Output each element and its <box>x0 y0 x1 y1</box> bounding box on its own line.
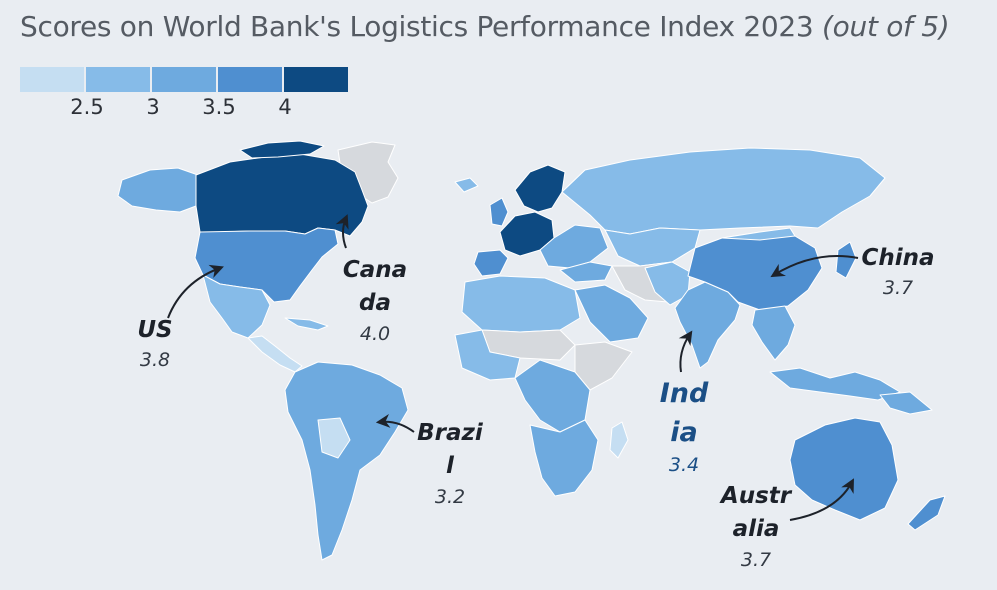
callout-canada-score: 4.0 <box>359 322 391 345</box>
region-new-zealand <box>907 495 946 531</box>
callout-australia-name-1: Austr <box>720 483 792 509</box>
arrow-canada <box>335 214 349 249</box>
region-uk <box>489 197 509 227</box>
region-central-asia <box>604 227 701 267</box>
color-legend: 2.5 3 3.5 4 <box>20 67 350 122</box>
callout-brazil-score: 3.2 <box>434 485 466 508</box>
callout-brazil: Brazi l 3.2 <box>416 417 484 508</box>
region-southeast-asia <box>751 305 796 361</box>
region-madagascar <box>609 421 629 459</box>
callout-china-score: 3.7 <box>882 277 914 300</box>
legend-tick-3-5: 3.5 <box>202 95 236 119</box>
region-mexico <box>202 274 271 339</box>
callout-china: China 3.7 <box>860 242 936 299</box>
region-southern-africa <box>529 419 599 497</box>
region-papua <box>879 391 933 415</box>
region-bolivia <box>317 417 351 459</box>
region-canada <box>195 153 369 237</box>
region-indonesia <box>769 367 901 401</box>
region-iberia <box>473 249 509 277</box>
callout-brazil-name-1: Brazi <box>417 420 483 446</box>
region-scandinavia <box>514 164 566 213</box>
callout-us: US 3.8 <box>130 314 180 371</box>
legend-bin-5 <box>284 67 348 92</box>
callout-australia-score: 3.7 <box>740 548 772 571</box>
legend-bins <box>20 67 348 92</box>
callout-india: Ind ia 3.4 <box>652 374 716 476</box>
callout-canada-name-1: Cana <box>342 257 408 283</box>
title-suffix: (out of 5) <box>822 10 950 43</box>
region-arabia <box>574 284 649 343</box>
callout-us-name: US <box>137 317 173 343</box>
region-south-america <box>284 361 409 561</box>
region-central-america <box>247 335 303 373</box>
legend-tick-3: 3 <box>146 95 160 119</box>
callout-india-name-2: ia <box>670 417 698 449</box>
legend-bin-2 <box>86 67 150 92</box>
region-north-africa <box>461 275 581 333</box>
arrow-china <box>770 255 859 278</box>
legend-bin-1 <box>20 67 84 92</box>
region-australia <box>789 417 899 521</box>
callout-canada-name-2: da <box>359 290 391 317</box>
region-caribbean <box>284 317 329 331</box>
region-west-africa <box>454 329 521 381</box>
region-japan <box>835 241 857 279</box>
region-turkey <box>559 261 613 283</box>
legend-tick-4: 4 <box>278 95 292 119</box>
region-iceland <box>454 177 479 193</box>
region-alaska <box>117 167 199 213</box>
region-arctic-islands <box>239 140 325 159</box>
region-eastern-europe <box>539 224 609 269</box>
legend-bin-3 <box>152 67 216 92</box>
region-russia <box>561 147 886 235</box>
callout-canada: Cana da 4.0 <box>340 254 410 345</box>
arrow-india <box>678 330 693 373</box>
callout-australia: Austr alia 3.7 <box>718 480 794 571</box>
callout-us-score: 3.8 <box>139 349 171 372</box>
legend-tick-2-5: 2.5 <box>70 95 104 119</box>
region-mongolia <box>721 227 796 241</box>
arrow-australia <box>789 478 854 521</box>
callout-india-score: 3.4 <box>668 454 700 477</box>
callout-india-name-1: Ind <box>659 378 709 409</box>
callout-brazil-name-2: l <box>446 453 454 480</box>
chart-title: Scores on World Bank's Logistics Perform… <box>20 10 950 43</box>
arrow-brazil <box>375 413 415 433</box>
callout-china-name: China <box>861 245 935 271</box>
title-main: Scores on World Bank's Logistics Perform… <box>20 10 814 43</box>
callout-australia-name-2: alia <box>732 516 780 543</box>
arrow-us <box>167 264 224 319</box>
legend-bin-4 <box>218 67 282 92</box>
